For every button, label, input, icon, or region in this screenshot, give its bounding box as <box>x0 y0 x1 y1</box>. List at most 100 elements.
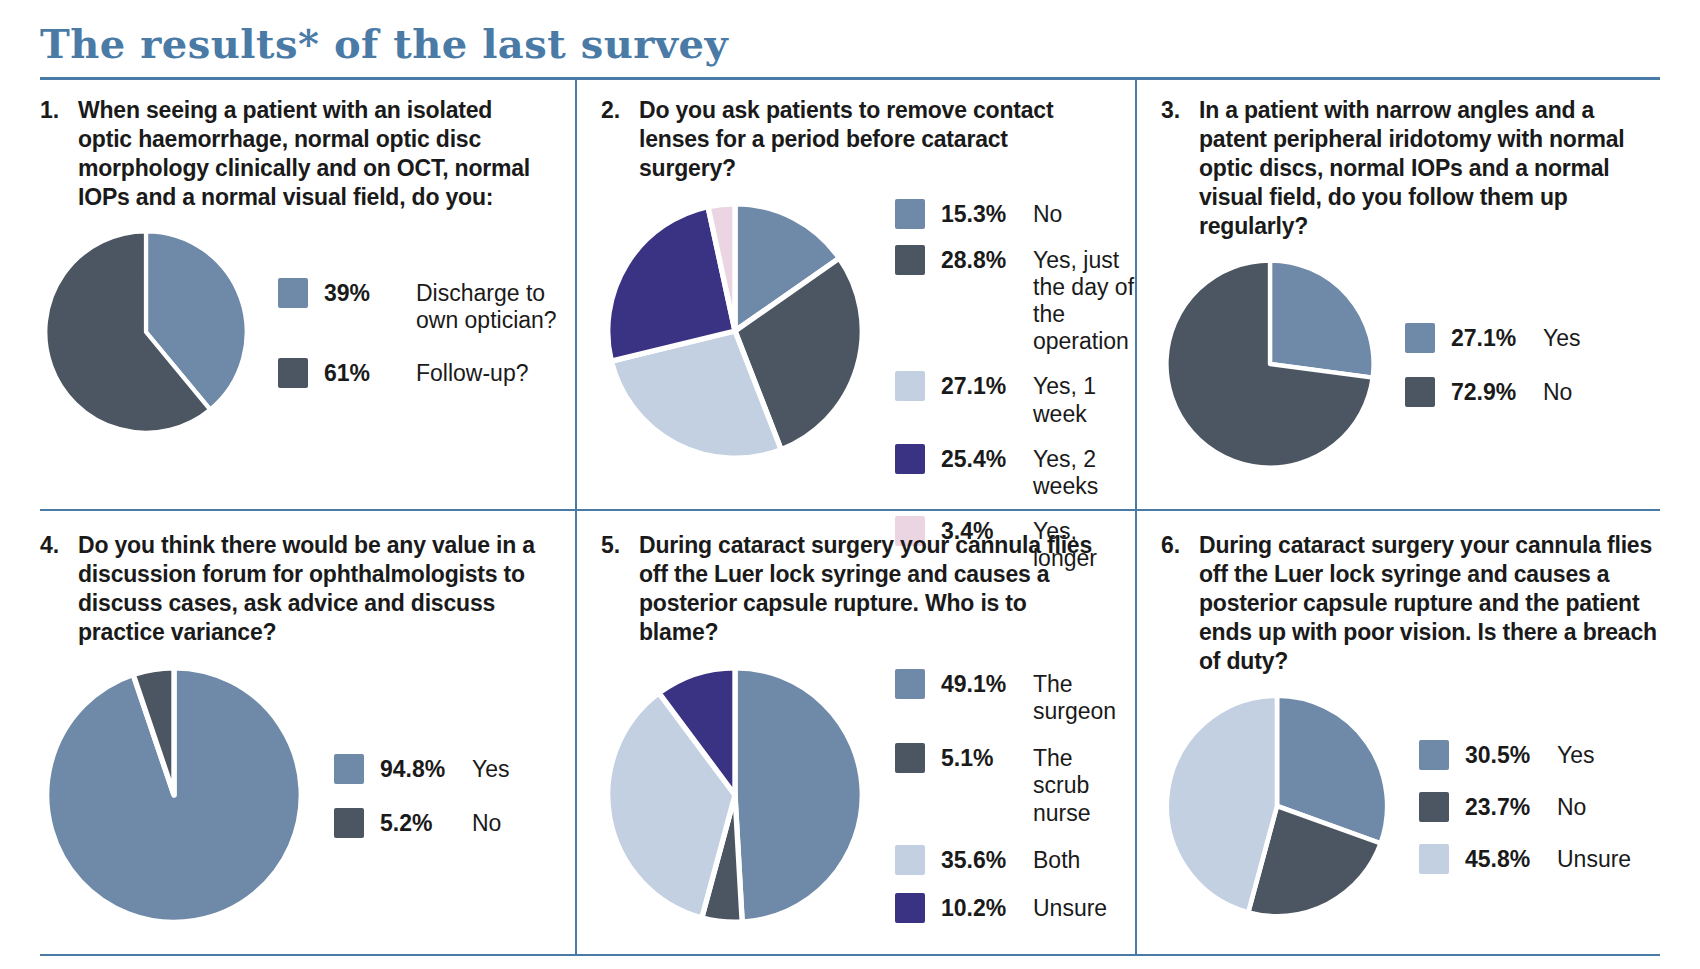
question-text: During cataract surgery your cannula fli… <box>639 531 1099 647</box>
legend-swatch <box>895 669 925 699</box>
legend: 27.1%Yes 72.9%No <box>1405 325 1581 407</box>
legend-label: Yes, just the day of the operation <box>1033 247 1135 356</box>
legend-swatch <box>1419 792 1449 822</box>
legend-item: 15.3%No <box>895 201 1135 229</box>
legend-item: 35.6%Both <box>895 847 1135 875</box>
legend-item: 30.5%Yes <box>1419 742 1631 770</box>
survey-panel-5: 5. During cataract surgery your cannula … <box>575 511 1135 954</box>
legend-pct: 30.5% <box>1465 742 1557 768</box>
legend-pct: 61% <box>324 360 416 386</box>
question-1: 1. When seeing a patient with an isolate… <box>40 96 575 212</box>
question-2: 2. Do you ask patients to remove contact… <box>601 96 1135 183</box>
survey-panel-3: 3. In a patient with narrow angles and a… <box>1135 80 1660 572</box>
pie-chart <box>1161 255 1379 473</box>
question-text: Do you ask patients to remove contact le… <box>639 96 1099 183</box>
pie-slice <box>1270 260 1374 377</box>
legend-swatch <box>895 743 925 773</box>
legend-swatch <box>895 199 925 229</box>
legend-swatch <box>334 808 364 838</box>
legend-pct: 23.7% <box>1465 794 1557 820</box>
legend-pct: 72.9% <box>1451 379 1543 405</box>
legend-swatch <box>1419 740 1449 770</box>
legend-pct: 15.3% <box>941 201 1033 227</box>
question-text: In a patient with narrow angles and a pa… <box>1199 96 1659 241</box>
survey-panel-2: 2. Do you ask patients to remove contact… <box>575 80 1135 572</box>
question-number: 4. <box>40 531 66 647</box>
legend-label: No <box>1033 201 1062 228</box>
legend-item: 28.8%Yes, just the day of the operation <box>895 247 1135 356</box>
legend-item: 27.1%Yes, 1 week <box>895 373 1135 427</box>
legend-swatch <box>1405 377 1435 407</box>
legend-label: Yes <box>472 756 510 783</box>
legend: 30.5%Yes23.7%No45.8%Unsure <box>1419 742 1631 874</box>
legend-pct: 28.8% <box>941 247 1033 273</box>
legend: 49.1%The surgeon 5.1%The scrub nurse 35.6%… <box>895 671 1135 923</box>
legend-label: The surgeon <box>1033 671 1135 725</box>
legend-pct: 27.1% <box>941 373 1033 399</box>
divider-bottom <box>40 954 1660 956</box>
question-5: 5. During cataract surgery your cannula … <box>601 531 1135 647</box>
legend-item: 27.1%Yes <box>1405 325 1581 353</box>
legend-item: 10.2%Unsure <box>895 895 1135 923</box>
legend-label: Yes, 2 weeks <box>1033 446 1135 500</box>
legend-pct: 39% <box>324 280 416 306</box>
chart-area-4: 94.8%Yes 5.2%No <box>40 661 575 929</box>
legend-label: Unsure <box>1557 846 1631 873</box>
legend-item: 45.8%Unsure <box>1419 846 1631 874</box>
pie-chart <box>601 661 869 929</box>
question-4: 4. Do you think there would be any value… <box>40 531 575 647</box>
legend-item: 5.2%No <box>334 810 510 838</box>
question-6: 6. During cataract surgery your cannula … <box>1161 531 1660 676</box>
question-text: Do you think there would be any value in… <box>78 531 538 647</box>
pie-chart <box>40 661 308 929</box>
survey-row-2: 4. Do you think there would be any value… <box>40 511 1660 954</box>
legend-swatch <box>1419 844 1449 874</box>
question-number: 6. <box>1161 531 1187 676</box>
pie-slice <box>735 668 862 922</box>
legend-swatch <box>895 371 925 401</box>
legend-label: Yes <box>1543 325 1581 352</box>
legend-pct: 27.1% <box>1451 325 1543 351</box>
question-number: 5. <box>601 531 627 647</box>
chart-area-6: 30.5%Yes23.7%No45.8%Unsure <box>1161 690 1660 922</box>
legend-pct: 45.8% <box>1465 846 1557 872</box>
legend-swatch <box>895 444 925 474</box>
legend-label: No <box>1557 794 1586 821</box>
survey-panel-1: 1. When seeing a patient with an isolate… <box>40 80 575 572</box>
question-number: 1. <box>40 96 66 212</box>
legend-label: Discharge to own optician? <box>416 280 575 334</box>
legend-item: 49.1%The surgeon <box>895 671 1135 725</box>
survey-row-1: 1. When seeing a patient with an isolate… <box>40 80 1660 509</box>
legend-swatch <box>278 278 308 308</box>
legend-item: 72.9%No <box>1405 379 1581 407</box>
legend-pct: 5.2% <box>380 810 472 836</box>
survey-panel-4: 4. Do you think there would be any value… <box>40 511 575 954</box>
legend-item: 23.7%No <box>1419 794 1631 822</box>
question-number: 2. <box>601 96 627 183</box>
legend-item: 5.1%The scrub nurse <box>895 745 1135 826</box>
legend-swatch <box>1405 323 1435 353</box>
pie-chart <box>1161 690 1393 922</box>
legend-pct: 94.8% <box>380 756 472 782</box>
question-text: During cataract surgery your cannula fli… <box>1199 531 1659 676</box>
pie-chart <box>601 197 869 465</box>
legend-label: Unsure <box>1033 895 1107 922</box>
legend-pct: 10.2% <box>941 895 1033 921</box>
question-text: When seeing a patient with an isolated o… <box>78 96 538 212</box>
legend: 94.8%Yes 5.2%No <box>334 756 510 838</box>
chart-area-3: 27.1%Yes 72.9%No <box>1161 255 1660 473</box>
legend-label: Follow-up? <box>416 360 529 387</box>
legend-item: 94.8%Yes <box>334 756 510 784</box>
legend-item: 39%Discharge to own optician? <box>278 280 575 334</box>
pie-chart <box>40 226 252 438</box>
legend-label: No <box>472 810 501 837</box>
legend: 39%Discharge to own optician?61%Follow-u… <box>278 280 575 388</box>
question-3: 3. In a patient with narrow angles and a… <box>1161 96 1660 241</box>
page: The results* of the last survey 1. When … <box>0 20 1700 956</box>
legend-swatch <box>278 358 308 388</box>
survey-panel-6: 6. During cataract surgery your cannula … <box>1135 511 1660 954</box>
legend-pct: 35.6% <box>941 847 1033 873</box>
page-title: The results* of the last survey <box>40 20 1660 67</box>
legend-label: The scrub nurse <box>1033 745 1135 826</box>
legend-label: Both <box>1033 847 1080 874</box>
